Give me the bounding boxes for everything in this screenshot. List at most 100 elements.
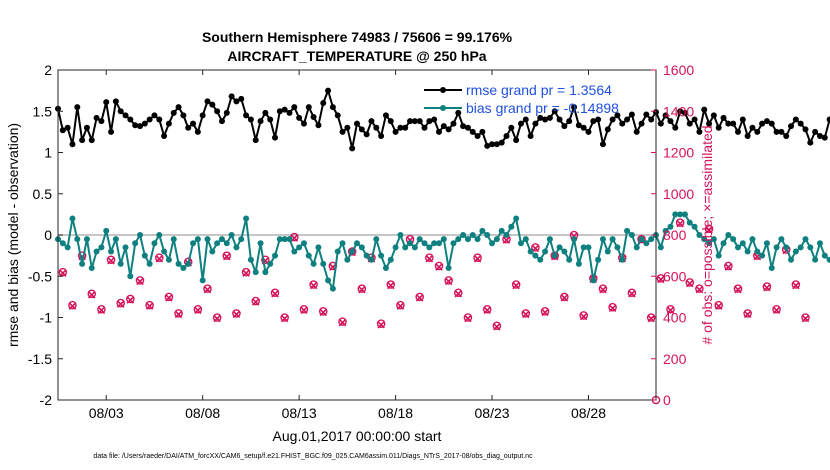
obs-assimilated-stroke [763, 283, 771, 292]
rmse-point [214, 108, 221, 115]
obs-possible-marker [733, 284, 743, 293]
bias-point [783, 244, 790, 251]
bias-point [339, 240, 346, 247]
obs-assimilated-marker [338, 318, 347, 327]
rmse-point [344, 124, 351, 131]
obs-possible-marker [598, 284, 608, 293]
rmse-point [821, 134, 828, 141]
bias-point [460, 232, 467, 238]
rmse-point [127, 116, 134, 123]
obs-assimilated-marker [213, 314, 221, 323]
obs-assimilated-stroke [473, 254, 482, 263]
bias-point [431, 240, 438, 247]
rmse-point [537, 114, 544, 121]
obs-possible-marker [145, 300, 154, 310]
obs-assimilated-stroke [608, 304, 617, 312]
y-axis-ticks-left: 2 1.5 1 0.5 0 -0.5 -1 -1.5 -2 [28, 62, 63, 408]
obs-possible-marker [521, 309, 531, 318]
bias-point [358, 244, 365, 251]
obs-assimilated-marker [676, 219, 684, 228]
obs-assimilated-stroke [676, 219, 684, 228]
obs-assimilated-marker [251, 298, 260, 306]
rmse-point [479, 128, 486, 135]
rmse-point [503, 133, 510, 139]
obs-assimilated-marker [232, 310, 241, 319]
obs-assimilated-stroke [579, 312, 588, 321]
obs-possible-marker [550, 251, 560, 260]
bias-point [136, 232, 143, 238]
bias-point [532, 252, 539, 259]
obs-assimilated-marker [155, 254, 164, 263]
obs-assimilated-marker [300, 306, 308, 315]
rmse-point [339, 128, 346, 135]
rmse-point [744, 133, 751, 139]
rmse-point [816, 133, 823, 139]
bias-point [209, 248, 216, 255]
rmse-point [132, 122, 139, 129]
obs-possible-marker [164, 292, 174, 302]
rmse-point [590, 118, 597, 125]
bias-point [291, 248, 298, 255]
obs-assimilated-stroke [396, 302, 405, 310]
y-tick-label-right: 400 [663, 310, 687, 326]
obs-possible-marker [261, 255, 270, 265]
rmse-point [281, 106, 288, 113]
obs-assimilated-marker [271, 290, 279, 298]
obs-assimilated-marker [377, 320, 385, 329]
rmse-point [604, 126, 611, 133]
obs-assimilated-stroke [309, 281, 318, 290]
bias-point [619, 256, 626, 263]
legend-bias-marker [440, 105, 446, 111]
rmse-point [498, 139, 505, 146]
bias-point [450, 240, 457, 247]
y-tick-label: 1 [44, 145, 52, 161]
obs-assimilated-marker [743, 310, 752, 319]
obs-assimilated-marker [599, 285, 607, 294]
rmse-point [489, 141, 496, 148]
bias-point [223, 240, 230, 247]
bias-point [633, 244, 640, 251]
rmse-point [575, 122, 582, 129]
rmse-point [440, 123, 447, 130]
bias-point [204, 236, 211, 243]
y-tick-label-right: 800 [663, 227, 687, 243]
rmse-point [320, 100, 327, 106]
obs-assimilated-stroke [194, 306, 202, 315]
obs-possible-marker [154, 253, 164, 262]
obs-possible-marker [511, 280, 521, 289]
bias-point [720, 240, 727, 247]
bias-point [373, 236, 380, 243]
rmse-point [165, 120, 172, 127]
bias-point [416, 236, 423, 243]
y-tick-label: 1.5 [33, 103, 53, 119]
bias-point [272, 252, 279, 259]
y-tick-label: 0 [44, 227, 52, 243]
rmse-point [218, 118, 225, 125]
bias-point [807, 244, 814, 251]
obs-possible-marker [212, 313, 222, 322]
rmse-point [681, 109, 688, 116]
obs-possible-marker [318, 307, 328, 316]
x-tick-label: 08/03 [89, 405, 124, 421]
rmse-point [108, 128, 115, 135]
rmse-point [759, 120, 766, 127]
bias-point [657, 244, 664, 251]
bias-point [792, 248, 799, 255]
y-tick-label: -0.5 [28, 268, 52, 284]
bias-point [561, 248, 568, 255]
obs-assimilated-stroke [647, 314, 655, 323]
obs-assimilated-stroke [107, 257, 115, 265]
rmse-point [194, 128, 201, 135]
obs-assimilated-marker [666, 306, 675, 315]
rmse-point [243, 112, 250, 119]
bias-point [571, 236, 578, 243]
rmse-point [826, 116, 830, 123]
obs-possible-marker [531, 243, 540, 252]
obs-possible-marker [627, 288, 637, 298]
bias-point [257, 240, 264, 247]
rmse-point [286, 109, 293, 116]
obs-possible-marker [704, 224, 714, 234]
obs-assimilated-marker [763, 283, 771, 292]
bias-point [170, 236, 177, 243]
